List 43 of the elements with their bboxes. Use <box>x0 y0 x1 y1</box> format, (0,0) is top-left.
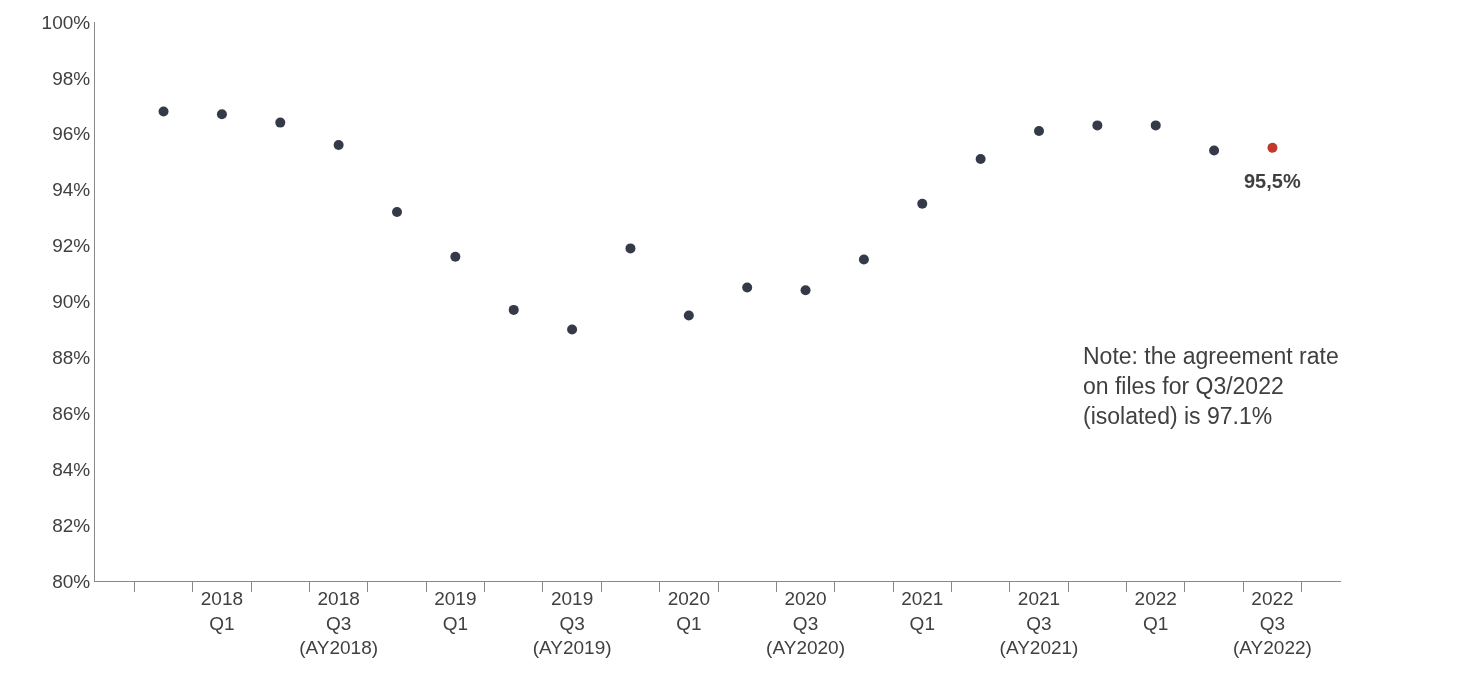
y-tick-label: 90% <box>52 291 91 313</box>
x-tick-label: 2022 Q1 <box>1134 587 1177 634</box>
point <box>625 243 636 254</box>
point <box>1034 126 1044 137</box>
y-tick-label: 84% <box>52 458 91 480</box>
y-tick-label: 100% <box>41 11 91 33</box>
x-tick-label: 2019 Q1 <box>434 587 477 634</box>
point <box>333 139 344 150</box>
y-tick-label: 94% <box>52 179 91 201</box>
x-tick-label: 2018 Q3 (AY2018) <box>299 587 379 659</box>
x-tick-label: 2020 Q1 <box>667 587 710 634</box>
x-tick-label: 2021 Q3 (AY2021) <box>999 587 1079 659</box>
x-tick-label: 2022 Q3 (AY2022) <box>1233 587 1312 659</box>
point <box>567 324 578 335</box>
point <box>683 310 694 321</box>
point <box>392 207 402 218</box>
point <box>1092 120 1103 131</box>
point <box>917 198 928 209</box>
x-tick-label: 2021 Q1 <box>901 587 944 634</box>
point <box>158 106 169 117</box>
data-label: 95,5% <box>1244 170 1301 192</box>
y-tick-label: 96% <box>52 123 91 145</box>
x-tick-label: 2020 Q3 (AY2020) <box>766 587 845 659</box>
point <box>858 254 869 265</box>
point <box>742 282 753 293</box>
point <box>1209 145 1220 156</box>
point <box>975 153 986 164</box>
point <box>1150 120 1161 131</box>
point <box>508 304 519 315</box>
y-tick-label: 80% <box>52 570 91 592</box>
x-tick-label: 2019 Q3 (AY2019) <box>532 587 612 659</box>
y-tick-label: 98% <box>52 67 91 89</box>
point <box>275 117 286 128</box>
point <box>1267 142 1278 153</box>
point <box>800 285 811 296</box>
y-tick-label: 92% <box>52 235 91 257</box>
y-tick-label: 82% <box>52 514 91 536</box>
x-tick-label: 2018 Q1 <box>200 587 244 634</box>
point <box>450 251 461 262</box>
point <box>216 109 227 120</box>
y-tick-label: 86% <box>52 402 91 424</box>
annotation: Note: the agreement rate on files for Q3/2022 (isolated) is 97.1% <box>1083 343 1339 429</box>
y-tick-label: 88% <box>52 347 91 369</box>
